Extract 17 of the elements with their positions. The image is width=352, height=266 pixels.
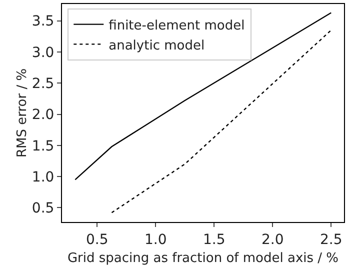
y-tick-label: 2.5 [32,76,54,92]
y-tick-label: 1.5 [32,138,54,154]
x-tick-label: 2.0 [261,232,284,248]
y-tick-label: 0.5 [32,200,54,217]
y-tick-label: 1.0 [32,169,54,186]
y-tick-label: 3.0 [32,44,54,61]
x-tick-label: 1.5 [202,232,226,248]
x-axis-title: Grid spacing as fraction of model axis / % [67,251,339,266]
legend-label: finite-element model [108,18,245,34]
y-axis-title: RMS error / % [14,68,30,158]
line-series [74,12,332,180]
x-tick-label: 2.5 [320,232,342,248]
x-tick-label: 0.5 [86,232,108,248]
y-tick-label: 3.5 [32,14,54,30]
y-tick-label: 2.0 [32,107,54,124]
legend-label: analytic model [108,38,205,54]
x-tick-label: 1.0 [144,232,167,248]
